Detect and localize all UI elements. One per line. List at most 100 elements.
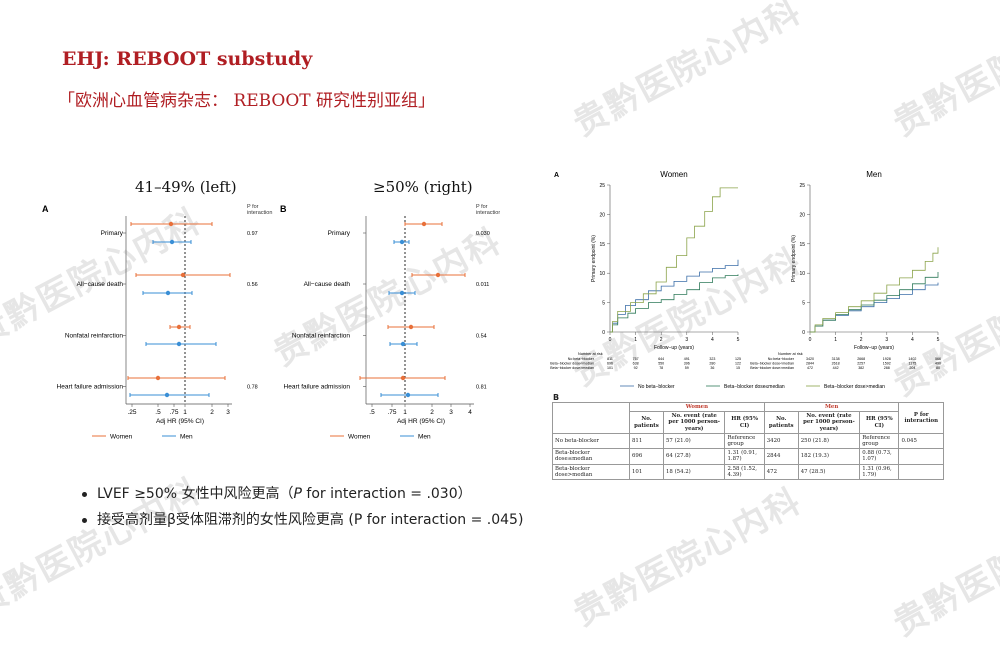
point-estimate xyxy=(176,341,182,347)
risk-label: No beta−blocker xyxy=(768,357,795,361)
km-curve xyxy=(810,272,939,333)
km-curve xyxy=(810,247,939,333)
x-tick-label: 0 xyxy=(809,337,812,343)
x-axis-title: Adj HR (95% CI) xyxy=(397,418,445,425)
table-cell: 182 (19.3) xyxy=(797,448,861,465)
risk-value: 1928 xyxy=(883,357,891,361)
km-title: Men xyxy=(866,170,882,179)
table-cell: 0.88 (0.73, 1.07) xyxy=(859,448,900,465)
point-estimate xyxy=(400,375,406,381)
bullet-dot-icon xyxy=(82,491,87,497)
risk-value: 2844 xyxy=(806,362,814,366)
risk-value: 36 xyxy=(710,366,714,370)
watermark: 贵黔医院心内科 xyxy=(567,0,809,145)
table-cell: 250 (21.8) xyxy=(797,432,861,450)
watermark: 贵黔医院心内科 xyxy=(887,490,1000,645)
risk-label: Beta−blocker dose<median xyxy=(550,362,594,366)
table-row: No beta-blocker 811 57 (21.0) Reference … xyxy=(552,432,944,450)
x-tick-label: 1 xyxy=(183,409,187,416)
table-cell: 3420 xyxy=(763,432,799,450)
p-value: 0.81 xyxy=(476,385,487,391)
risk-value: 490 xyxy=(935,362,941,366)
risk-value: 1402 xyxy=(908,357,916,361)
point-estimate xyxy=(176,324,182,330)
risk-value: 638 xyxy=(633,362,639,366)
table-cell: 57 (21.0) xyxy=(662,432,726,450)
risk-value: 3420 xyxy=(806,357,814,361)
table-col-hr: HR (95% CI) xyxy=(859,411,900,434)
table-cell: 472 xyxy=(763,463,799,481)
y-tick-label: 5 xyxy=(802,301,805,307)
y-tick-label: 10 xyxy=(799,271,805,277)
p-header: P for xyxy=(247,204,259,210)
risk-label: Beta−blocker dose<median xyxy=(750,362,794,366)
x-tick-label: 0 xyxy=(609,337,612,343)
risk-value: 382 xyxy=(858,366,864,370)
km-curve xyxy=(610,187,738,333)
x-tick-label: 5 xyxy=(937,337,940,343)
p-value: 0.78 xyxy=(247,385,258,391)
table-cell xyxy=(898,448,944,465)
bullet-text: LVEF ≥50% 女性中风险更高（ xyxy=(97,486,294,502)
table-panel-label: B xyxy=(553,393,560,402)
table-col-patients: No. patients xyxy=(629,411,664,434)
bullet-text: P xyxy=(293,486,302,502)
risk-value: 757 xyxy=(633,357,639,361)
table-cell: 1.31 (0.96, 1.79) xyxy=(859,463,900,481)
legend-women: Women xyxy=(348,434,371,441)
y-axis-title: Primary endpoint (%) xyxy=(591,235,597,282)
table-col-event: No. event (rate per 1000 person-years) xyxy=(797,411,861,434)
outcome-label: Nonfatal reinfarction xyxy=(65,333,124,340)
bullet-text: for interaction = .030） xyxy=(301,486,472,502)
table-col-patients: No. patients xyxy=(763,411,799,434)
risk-value: 1592 xyxy=(883,362,891,366)
risk-value: 323 xyxy=(709,357,715,361)
table-women-header: Women xyxy=(629,401,765,413)
y-tick-label: 10 xyxy=(599,271,605,277)
outcome-label: Primary xyxy=(101,230,124,237)
risk-value: 122 xyxy=(735,362,741,366)
risk-value: 811 xyxy=(607,357,613,361)
risk-value: 101 xyxy=(607,366,613,370)
table-cell: Beta-blocker dose>median xyxy=(552,463,630,481)
risk-value: 288 xyxy=(884,366,890,370)
p-header: interaction xyxy=(247,210,272,216)
x-tick-label: 2 xyxy=(660,337,663,343)
point-estimate xyxy=(408,324,414,330)
km-panel-label: A xyxy=(554,172,559,179)
table-cell: 0.045 xyxy=(898,432,944,450)
risk-label: No beta−blocker xyxy=(568,357,595,361)
point-estimate xyxy=(400,341,406,347)
table-cell: Reference group xyxy=(724,432,765,450)
risk-value: 491 xyxy=(684,357,690,361)
risk-value: 15 xyxy=(736,366,740,370)
left-forest-title: 41–49% (left) xyxy=(135,178,237,196)
p-value: 0.030 xyxy=(476,231,490,237)
slide-title: EHJ: REBOOT substudy xyxy=(62,48,313,70)
table-cell: 64 (27.8) xyxy=(662,448,726,465)
y-tick-label: 25 xyxy=(599,183,605,189)
legend-label: Beta−blocker dose>median xyxy=(824,384,885,390)
table-cell: 696 xyxy=(629,448,664,465)
risk-value: 1175 xyxy=(909,362,917,366)
point-estimate xyxy=(405,392,411,398)
table-cell: 47 (28.5) xyxy=(797,463,861,481)
x-tick-label: 4 xyxy=(911,337,914,343)
risk-value: 2668 xyxy=(857,357,865,361)
x-tick-label: 4 xyxy=(711,337,714,343)
p-value: 0.56 xyxy=(247,282,258,288)
risk-value: 2257 xyxy=(857,362,865,366)
x-tick-label: 4 xyxy=(468,409,472,416)
point-estimate xyxy=(421,221,427,227)
x-tick-label: .5 xyxy=(369,409,375,416)
right-forest-title: ≥50% (right) xyxy=(373,178,473,196)
risk-header: Number at risk xyxy=(778,352,803,356)
risk-value: 442 xyxy=(833,366,839,370)
x-tick-label: 2 xyxy=(860,337,863,343)
table-row: Beta-blocker dose>median 101 18 (54.2) 2… xyxy=(552,463,944,481)
x-tick-label: 5 xyxy=(737,337,740,343)
x-tick-label: 1 xyxy=(403,409,407,416)
x-tick-label: 3 xyxy=(449,409,453,416)
table-row: Beta-blocker dose≤median 696 64 (27.8) 1… xyxy=(552,448,944,465)
